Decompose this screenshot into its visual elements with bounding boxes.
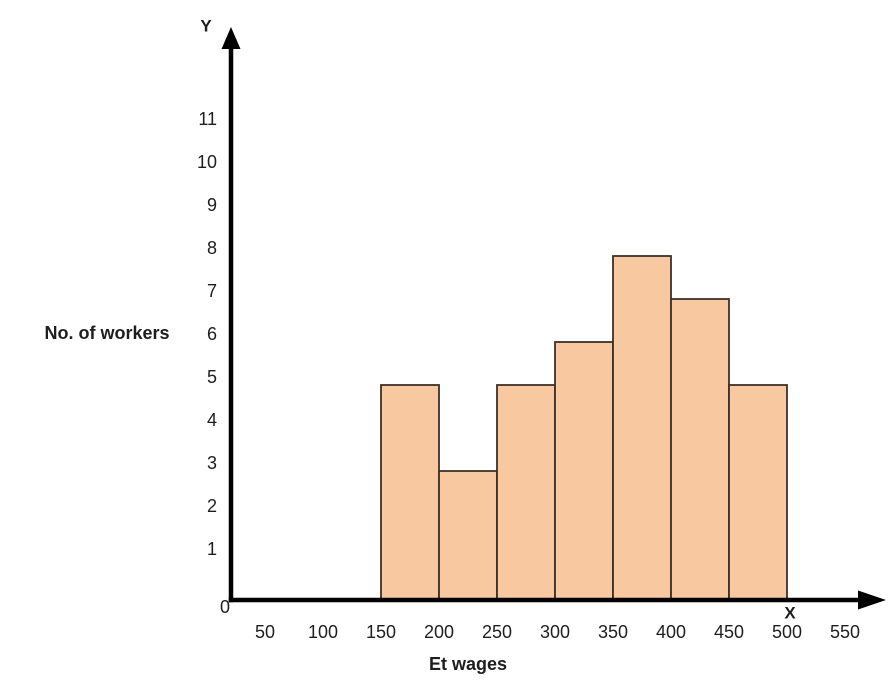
origin-label: 0 xyxy=(220,597,230,617)
x-tick-label: 350 xyxy=(598,622,628,642)
y-axis-letter: Y xyxy=(200,17,212,36)
x-axis-title: Et wages xyxy=(429,654,507,674)
x-tick-label: 250 xyxy=(482,622,512,642)
y-axis-arrowhead xyxy=(221,27,241,49)
y-axis-title: No. of workers xyxy=(44,323,169,343)
histogram-bar xyxy=(438,470,498,601)
histogram-bar xyxy=(728,384,788,601)
y-tick-label: 3 xyxy=(207,453,217,473)
bars-layer xyxy=(380,255,788,601)
x-tick-label: 200 xyxy=(424,622,454,642)
y-tick-label: 1 xyxy=(207,539,217,559)
histogram-bar xyxy=(380,384,440,601)
x-tick-label: 150 xyxy=(366,622,396,642)
x-tick-label: 300 xyxy=(540,622,570,642)
histogram-bar xyxy=(496,384,556,601)
x-tick-label: 550 xyxy=(830,622,860,642)
x-tick-label: 50 xyxy=(255,622,275,642)
histogram-bar xyxy=(670,298,730,601)
y-tick-label: 8 xyxy=(207,238,217,258)
tick-labels-layer: 1 2 3 4 5 6 7 8 9 10 11 50 100 150 200 250 300 350 400 450 5… xyxy=(197,109,860,642)
y-tick-label: 7 xyxy=(207,281,217,301)
x-tick-label: 450 xyxy=(714,622,744,642)
y-tick-label: 9 xyxy=(207,195,217,215)
x-tick-label: 400 xyxy=(656,622,686,642)
histogram-bar xyxy=(554,341,614,601)
x-tick-label: 100 xyxy=(308,622,338,642)
x-axis-arrowhead xyxy=(858,590,886,610)
axes-layer xyxy=(221,27,886,610)
y-tick-label: 5 xyxy=(207,367,217,387)
x-axis-letter: X xyxy=(784,604,796,623)
y-tick-label: 2 xyxy=(207,496,217,516)
y-tick-label: 6 xyxy=(207,324,217,344)
histogram-bar xyxy=(612,255,672,601)
x-tick-label: 500 xyxy=(772,622,802,642)
y-tick-label: 11 xyxy=(198,109,217,129)
y-tick-label: 4 xyxy=(207,410,217,430)
y-tick-label: 10 xyxy=(197,152,217,172)
